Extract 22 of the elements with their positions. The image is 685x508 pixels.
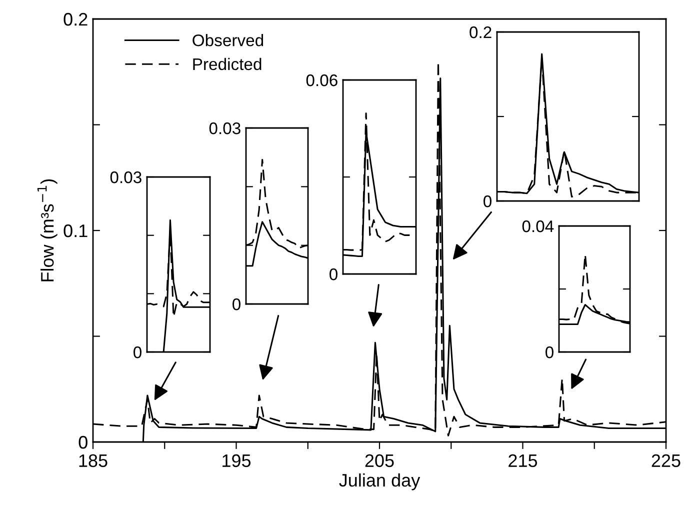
y-tick-label: 0 [78, 436, 88, 449]
y-tick-label: 0 [134, 346, 142, 358]
y-tick-label: 0 [330, 268, 338, 280]
legend-label: Observed [192, 34, 264, 46]
x-tick-label: 185 [79, 454, 108, 468]
x-tick-label: 195 [222, 454, 251, 468]
y-tick-label: 0 [232, 298, 240, 310]
y-axis-title: Flow (m³s$^{−1}$) [37, 179, 58, 282]
y-tick-label: 0.04 [522, 220, 554, 232]
y-tick-label: 0.1 [64, 224, 88, 238]
y-tick-label: 0.03 [110, 171, 142, 184]
y-tick-label: 0.06 [306, 74, 338, 86]
y-tick-label: 0.2 [470, 26, 492, 38]
x-axis-title: Julian day [339, 473, 420, 490]
x-tick-label: 215 [508, 454, 538, 468]
y-tick-label: 0 [484, 195, 492, 208]
legend-label: Predicted [193, 58, 262, 70]
y-tick-label: 0 [546, 346, 554, 358]
x-tick-label: 205 [365, 454, 394, 468]
y-tick-label: 0.2 [64, 12, 88, 26]
y-tick-label: 0.03 [209, 122, 240, 134]
x-tick-label: 225 [652, 454, 680, 468]
